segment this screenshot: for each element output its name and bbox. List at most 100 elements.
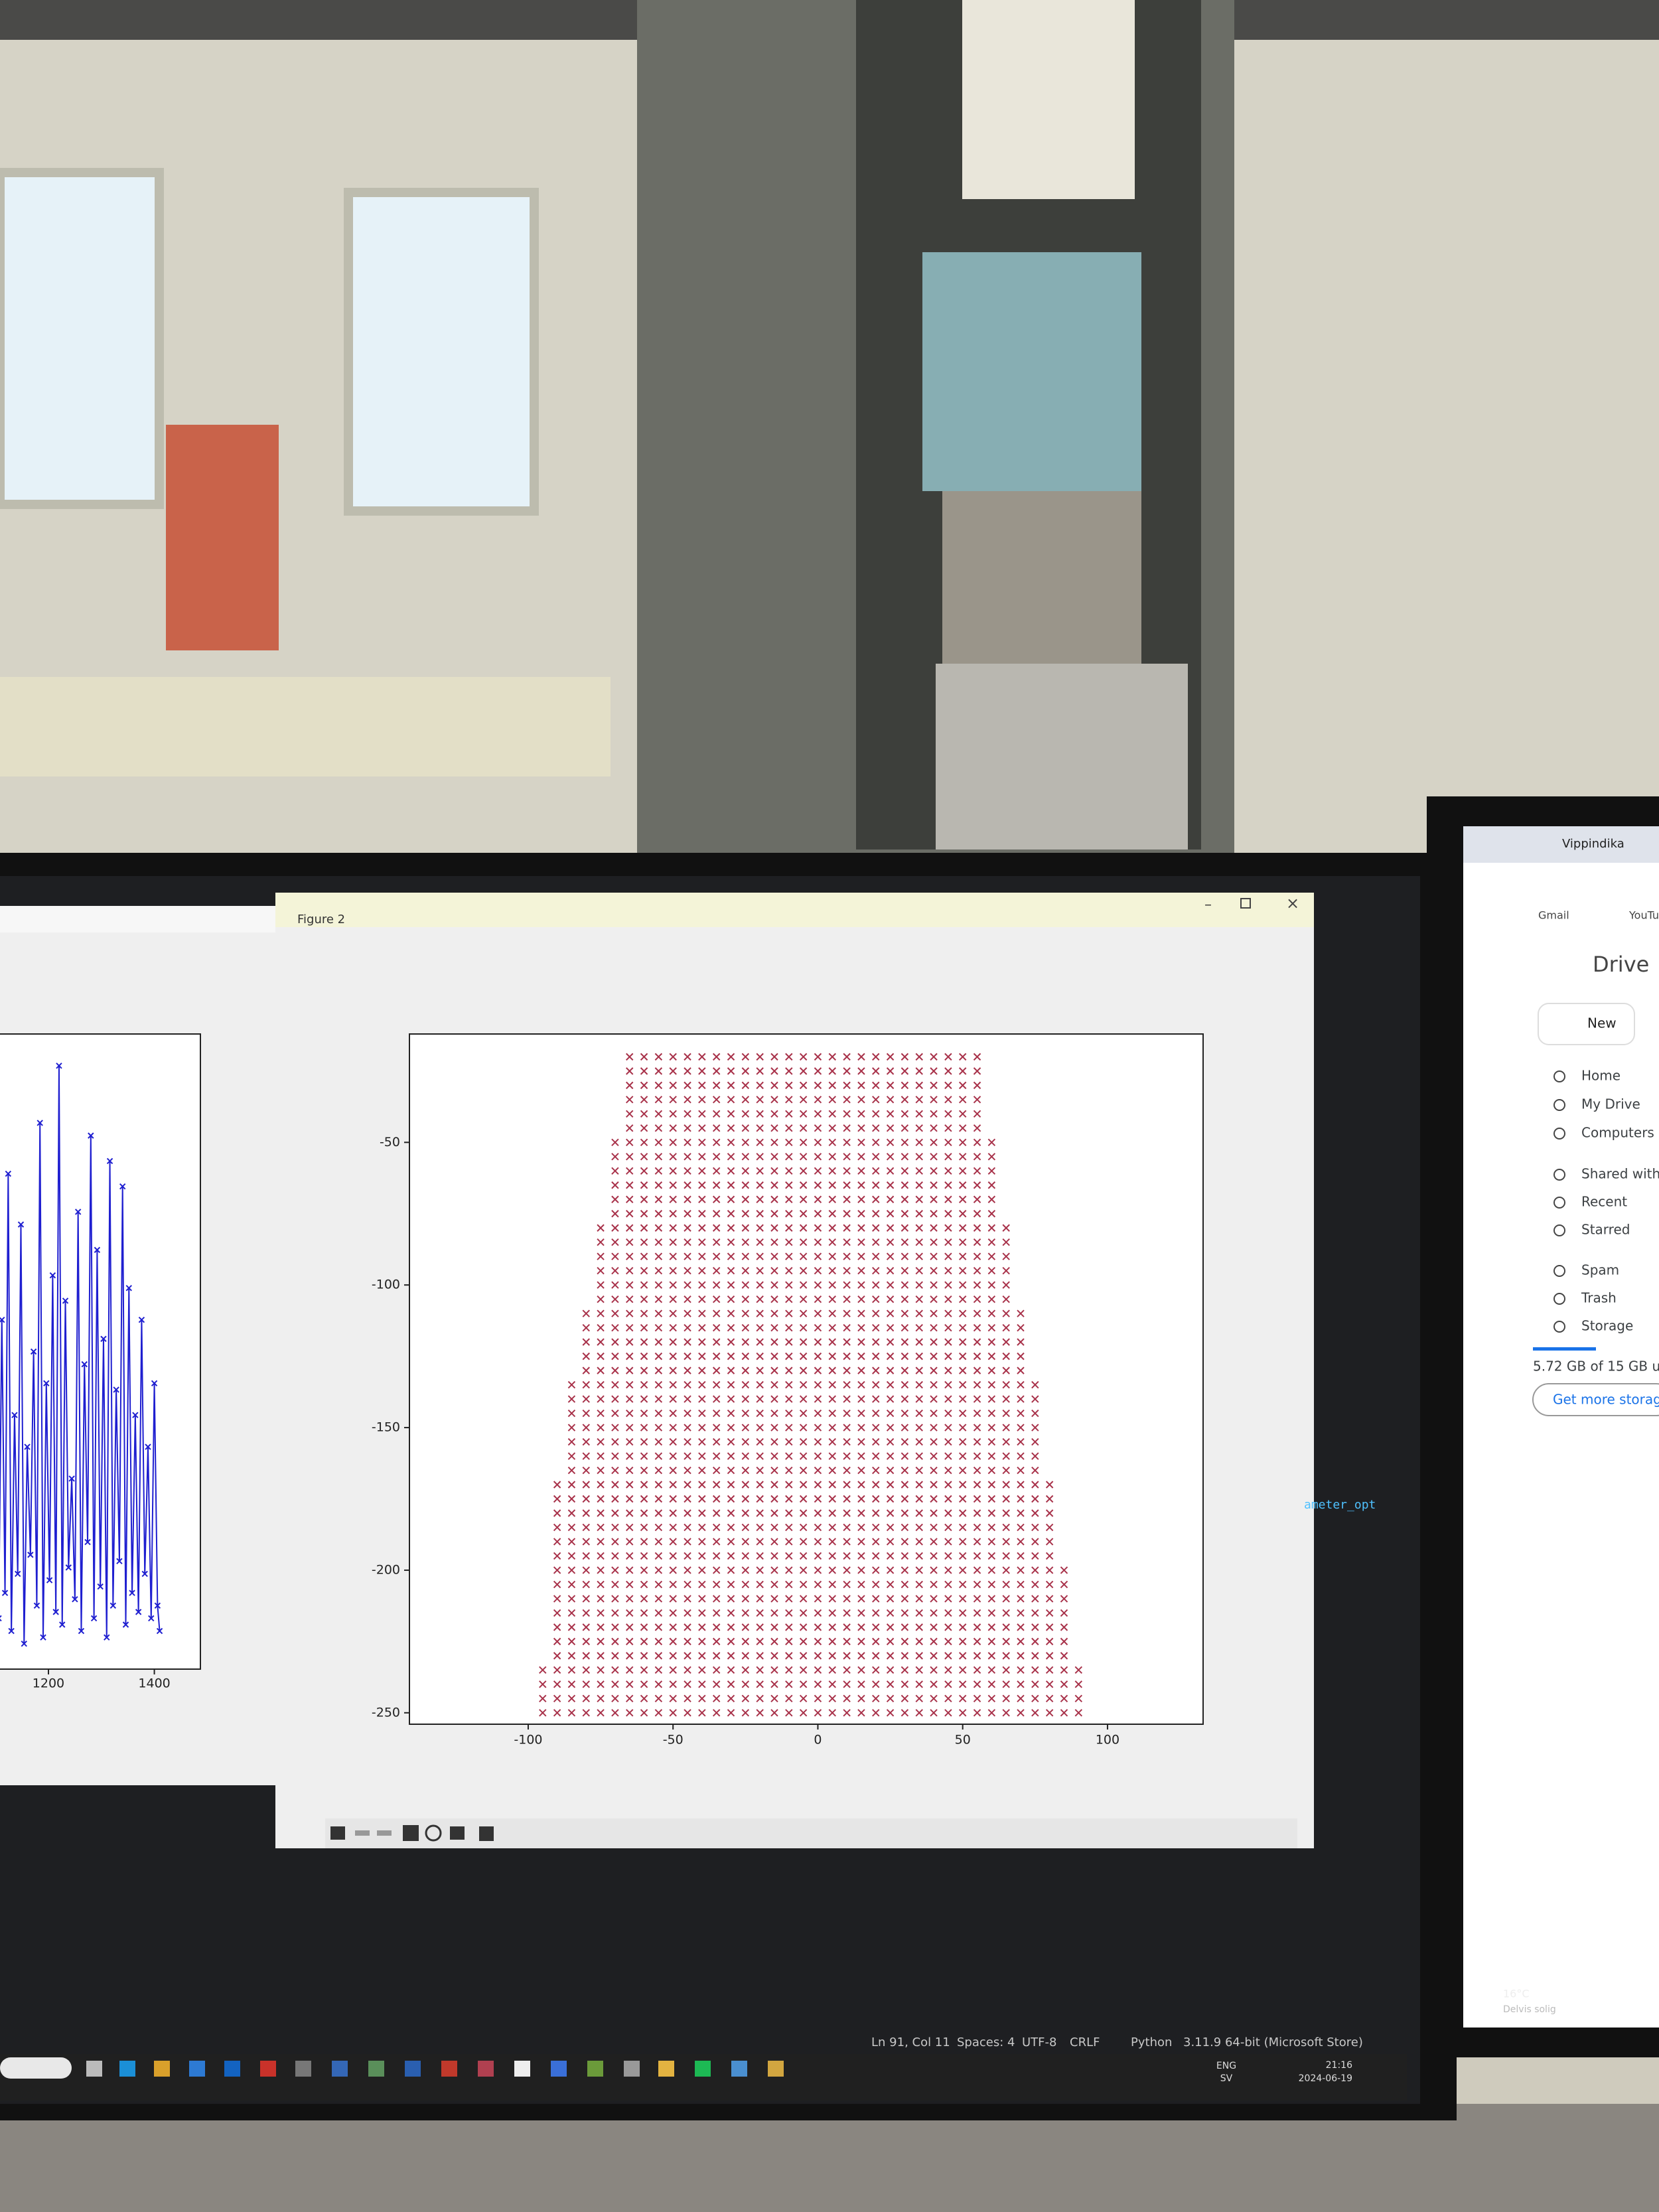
app-icon[interactable] xyxy=(154,2061,170,2077)
storage-button-label[interactable]: Get more storag xyxy=(1553,1392,1659,1408)
point xyxy=(857,1637,865,1646)
point xyxy=(698,1138,706,1147)
point xyxy=(944,1323,952,1332)
clock-time[interactable]: 21:16 xyxy=(1326,2060,1352,2071)
point xyxy=(915,1053,923,1061)
nav-item[interactable]: Shared with m xyxy=(1581,1166,1659,1182)
point xyxy=(640,1680,648,1688)
point xyxy=(915,1238,923,1246)
point xyxy=(741,1153,750,1161)
app-icon[interactable] xyxy=(551,2061,567,2077)
point xyxy=(814,1623,822,1631)
point xyxy=(930,1153,938,1161)
point xyxy=(698,1096,706,1104)
point xyxy=(987,1409,996,1418)
clock-date[interactable]: 2024-06-19 xyxy=(1299,2073,1352,2084)
keyboard-layout[interactable]: SV xyxy=(1220,2073,1233,2084)
save-button[interactable] xyxy=(479,1826,494,1841)
point xyxy=(872,1509,880,1517)
app-icon[interactable] xyxy=(224,2061,240,2077)
point xyxy=(626,1252,634,1260)
point xyxy=(785,1380,793,1389)
point xyxy=(1031,1694,1039,1703)
app-icon[interactable] xyxy=(189,2061,205,2077)
nav-item[interactable]: Home xyxy=(1581,1068,1621,1084)
point xyxy=(930,1694,938,1703)
point xyxy=(785,1124,793,1132)
nav-item[interactable]: Starred xyxy=(1581,1222,1630,1238)
back-button[interactable] xyxy=(355,1830,370,1836)
point xyxy=(698,1438,706,1446)
point xyxy=(944,1210,952,1218)
pan-button[interactable] xyxy=(403,1825,419,1841)
app-icon[interactable] xyxy=(514,2061,530,2077)
point xyxy=(814,1266,822,1275)
point xyxy=(741,1666,750,1674)
nav-item[interactable]: Recent xyxy=(1581,1194,1627,1210)
point xyxy=(785,1309,793,1317)
app-icon[interactable] xyxy=(368,2061,384,2077)
point xyxy=(915,1595,923,1603)
new-button[interactable] xyxy=(1538,1003,1635,1045)
point xyxy=(872,1096,880,1104)
app-icon[interactable] xyxy=(731,2061,747,2077)
search-box[interactable] xyxy=(0,2057,72,2079)
point xyxy=(553,1523,561,1532)
home-button[interactable] xyxy=(330,1826,345,1840)
nav-item[interactable]: Computers xyxy=(1581,1125,1654,1141)
configure-button[interactable] xyxy=(450,1826,465,1840)
point xyxy=(959,1352,967,1361)
app-icon[interactable] xyxy=(658,2061,674,2077)
nav-item[interactable]: Trash xyxy=(1581,1290,1617,1306)
point xyxy=(582,1566,590,1574)
point xyxy=(872,1409,880,1418)
bookmark[interactable]: Gmail xyxy=(1538,909,1569,922)
app-icon[interactable] xyxy=(86,2061,102,2077)
point xyxy=(756,1637,764,1646)
point xyxy=(915,1067,923,1075)
app-icon[interactable] xyxy=(260,2061,276,2077)
point xyxy=(814,1067,822,1075)
app-icon[interactable] xyxy=(441,2061,457,2077)
point xyxy=(959,1637,967,1646)
maximize-button[interactable] xyxy=(1240,898,1251,909)
app-icon[interactable] xyxy=(695,2061,711,2077)
tab-title[interactable]: Vippindika xyxy=(1562,837,1624,851)
app-icon[interactable] xyxy=(768,2061,784,2077)
storage-button[interactable] xyxy=(1532,1383,1659,1416)
app-icon[interactable] xyxy=(295,2061,311,2077)
point xyxy=(727,1580,735,1589)
app-icon[interactable] xyxy=(478,2061,494,2077)
nav-item[interactable]: Spam xyxy=(1581,1262,1619,1278)
app-icon[interactable] xyxy=(332,2061,348,2077)
close-button[interactable]: × xyxy=(1286,894,1299,913)
point xyxy=(770,1366,778,1374)
nav-item[interactable]: My Drive xyxy=(1581,1096,1640,1112)
zoom-button[interactable] xyxy=(425,1824,442,1842)
app-icon[interactable] xyxy=(587,2061,603,2077)
point xyxy=(756,1338,764,1346)
app-icon[interactable] xyxy=(119,2061,135,2077)
bookmark[interactable]: YouTu xyxy=(1628,909,1659,922)
point xyxy=(901,1281,909,1289)
nav-item[interactable]: Storage xyxy=(1581,1318,1633,1334)
point xyxy=(712,1309,721,1317)
point xyxy=(1002,1323,1010,1332)
language[interactable]: ENG xyxy=(1216,2061,1236,2071)
app-icon[interactable] xyxy=(624,2061,640,2077)
point xyxy=(125,1285,132,1291)
point xyxy=(770,1224,778,1232)
forward-button[interactable] xyxy=(377,1830,392,1836)
point xyxy=(654,1409,663,1418)
point xyxy=(944,1153,952,1161)
app-icon[interactable] xyxy=(405,2061,421,2077)
point xyxy=(712,1352,721,1361)
point xyxy=(973,1481,981,1489)
new-button-label[interactable]: New xyxy=(1587,1015,1617,1031)
point xyxy=(814,1694,822,1703)
point xyxy=(654,1366,663,1374)
point xyxy=(857,1424,865,1432)
point xyxy=(640,1595,648,1603)
point xyxy=(727,1295,735,1303)
minimize-button[interactable]: – xyxy=(1204,897,1212,913)
